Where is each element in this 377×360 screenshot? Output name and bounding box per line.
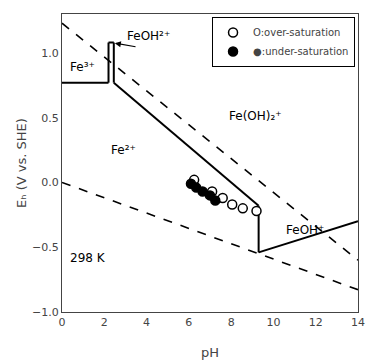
svg-text:10: 10 [266,316,280,329]
svg-text:−0.5: −0.5 [32,241,59,254]
svg-text:0: 0 [59,316,66,329]
svg-text:14: 14 [351,316,365,329]
svg-text:Fe(OH)₂⁺: Fe(OH)₂⁺ [229,109,282,123]
svg-text:O:over-saturation: O:over-saturation [253,27,340,38]
svg-text:●:under-saturation: ●:under-saturation [253,46,348,57]
svg-text:Fe³⁺: Fe³⁺ [70,60,95,74]
svg-text:4: 4 [143,316,150,329]
svg-text:12: 12 [309,316,323,329]
svg-text:Eₕ (V vs. SHE): Eₕ (V vs. SHE) [14,118,29,208]
svg-text:8: 8 [228,316,235,329]
svg-text:1.0: 1.0 [41,47,59,60]
svg-text:FeOH⁺: FeOH⁺ [286,223,324,237]
svg-text:Fe²⁺: Fe²⁺ [111,143,136,157]
svg-text:0.0: 0.0 [41,176,59,189]
svg-text:−1.0: −1.0 [32,306,59,319]
svg-text:FeOH²⁺: FeOH²⁺ [127,29,170,43]
svg-text:pH: pH [201,345,219,360]
svg-text:298 K: 298 K [70,251,106,265]
svg-text:2: 2 [101,316,108,329]
svg-text:6: 6 [185,316,192,329]
svg-text:0.5: 0.5 [41,112,59,125]
